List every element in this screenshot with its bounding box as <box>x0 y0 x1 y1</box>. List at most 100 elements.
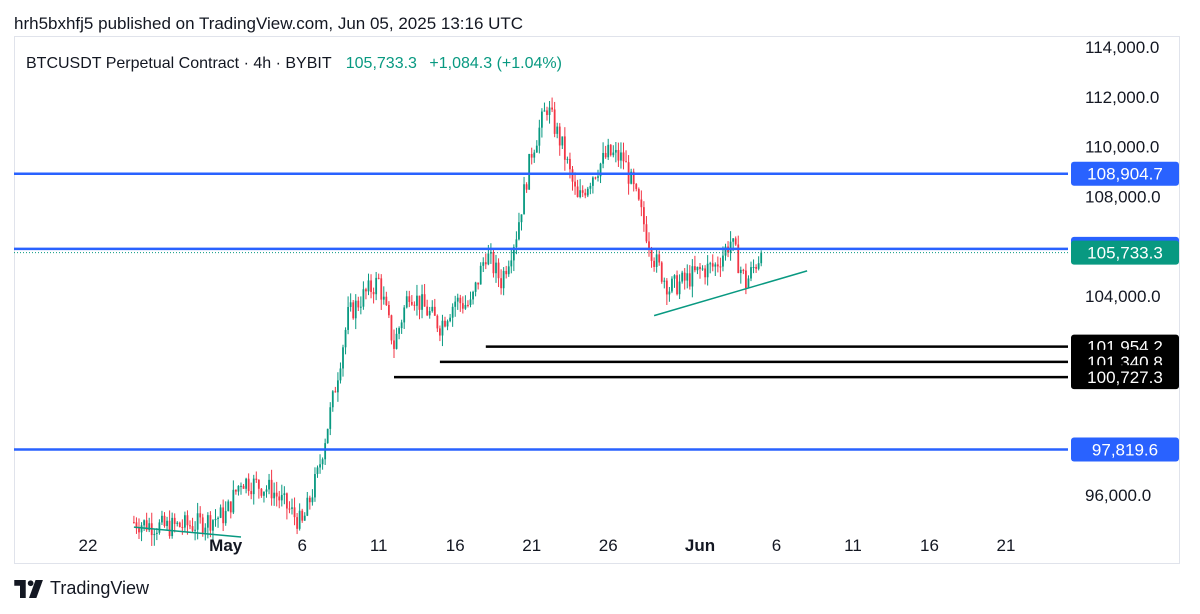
candle <box>446 319 449 331</box>
candle <box>757 256 760 271</box>
candle-body <box>426 306 429 316</box>
candle <box>367 273 370 296</box>
candle <box>576 179 579 198</box>
candle-body <box>676 275 678 295</box>
candle <box>377 273 380 280</box>
candle <box>444 316 446 328</box>
candle-body <box>446 321 449 327</box>
candle <box>548 101 551 124</box>
candle <box>293 497 296 526</box>
candle-body <box>433 306 436 316</box>
candle-body <box>747 278 750 289</box>
y-axis: 96,000.0 104,000.0 108,000.0 110,000.0 112,0… <box>1085 38 1161 505</box>
candle-body <box>592 177 594 186</box>
candle-body <box>645 224 648 242</box>
candle <box>523 176 525 215</box>
publisher-line: hrh5bxhfj5 published on TradingView.com,… <box>14 14 524 33</box>
candle-body <box>681 272 684 282</box>
candle <box>546 106 548 121</box>
candle <box>507 260 510 277</box>
candle-body <box>148 523 151 531</box>
y-tick-label: 112,000.0 <box>1085 88 1159 107</box>
candle <box>342 344 344 377</box>
candle-body <box>382 296 385 300</box>
candle <box>408 290 411 308</box>
candle <box>413 301 416 311</box>
candle-body <box>250 491 253 495</box>
candle <box>734 236 737 246</box>
level-price-tag: 97,819.6 <box>1071 437 1179 462</box>
candle-body <box>609 144 612 156</box>
candle-body <box>173 517 176 524</box>
candle-body <box>469 299 472 305</box>
candle-body <box>413 304 416 306</box>
chart-frame <box>14 36 1180 564</box>
candle-body <box>329 407 332 429</box>
candle <box>614 142 617 163</box>
candle <box>655 248 658 273</box>
candle-body <box>719 266 722 268</box>
candle-body <box>737 244 740 274</box>
candle-body <box>393 340 395 349</box>
candle-body <box>398 328 400 334</box>
candle <box>704 265 706 285</box>
candle-body <box>520 214 523 223</box>
last-price-tag: 105,733.3 <box>1071 240 1179 265</box>
candle <box>359 296 362 315</box>
candle-body <box>138 528 140 533</box>
candle-body <box>574 181 576 187</box>
candle <box>140 522 143 542</box>
candle-body <box>523 184 525 215</box>
candle-body <box>252 478 255 495</box>
candle-body <box>255 478 258 480</box>
candle-body <box>640 199 643 208</box>
candle-body <box>671 278 673 292</box>
candle-body <box>268 479 270 490</box>
candle <box>709 261 712 274</box>
candle-body <box>196 513 199 530</box>
candle-body <box>337 380 339 393</box>
candle-body <box>467 304 469 306</box>
candle-body <box>551 107 553 110</box>
candle <box>620 142 622 169</box>
x-tick-label: 21 <box>522 536 541 555</box>
candle <box>604 145 607 159</box>
candle <box>314 467 316 502</box>
last-price-tag-label: 105,733.3 <box>1087 244 1163 263</box>
candle <box>275 481 278 507</box>
candle <box>252 474 255 505</box>
candle-body <box>688 273 691 287</box>
candle <box>451 303 454 327</box>
legend-last-price: 105,733.3 <box>345 55 417 72</box>
candle <box>153 528 156 546</box>
candle-body <box>699 266 701 270</box>
tradingview-brand[interactable]: TradingView <box>14 578 149 599</box>
candle-body <box>278 496 281 501</box>
candle-body <box>298 510 301 529</box>
legend-change: +1,084.3 (+1.04%) <box>429 55 562 72</box>
candle-body <box>533 152 536 158</box>
candle-body <box>734 238 737 245</box>
candle-body <box>184 515 186 528</box>
candle-body <box>635 184 638 189</box>
candle <box>464 295 467 310</box>
candle-body <box>456 297 459 302</box>
candle <box>495 254 497 283</box>
candle <box>298 503 301 531</box>
candle-body <box>604 152 607 158</box>
candle-body <box>296 517 298 529</box>
candle <box>283 486 286 505</box>
candle <box>344 327 347 355</box>
candle-body <box>270 479 273 499</box>
candle-body <box>390 315 393 341</box>
candle-body <box>186 515 189 526</box>
candle <box>370 274 372 299</box>
candle-body <box>745 270 747 289</box>
trendline <box>133 526 242 538</box>
chart-legend: BTCUSDT Perpetual Contract · 4h · BYBIT … <box>26 55 562 73</box>
candle <box>472 290 474 305</box>
candle <box>643 201 645 232</box>
candle <box>375 271 378 301</box>
candle <box>449 314 451 323</box>
